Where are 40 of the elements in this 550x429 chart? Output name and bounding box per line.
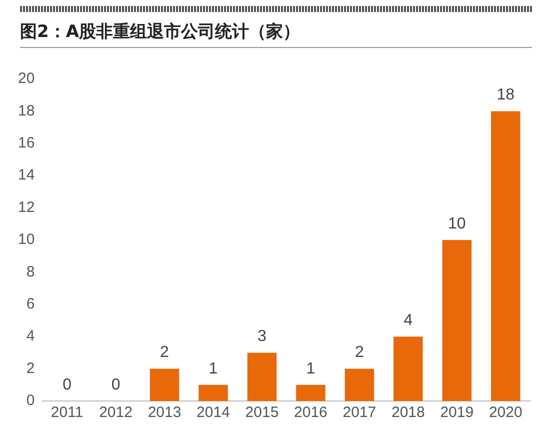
y-tick-label: 4 (26, 328, 35, 345)
y-tick-label: 16 (18, 134, 35, 152)
x-tick-label: 2016 (294, 404, 328, 422)
x-tick-label: 2015 (245, 404, 279, 422)
bar (247, 352, 277, 401)
x-tick-label: 2012 (99, 404, 132, 422)
y-tick-label: 0 (26, 392, 35, 410)
data-label: 10 (448, 215, 466, 232)
bar (344, 368, 374, 401)
y-tick-label: 10 (18, 231, 35, 248)
data-label: 0 (111, 376, 120, 394)
data-label: 1 (306, 360, 316, 378)
data-label: 2 (160, 344, 170, 362)
bar (150, 368, 180, 401)
data-label: 0 (62, 376, 72, 394)
y-tick-label: 12 (18, 198, 35, 216)
bar (198, 384, 228, 401)
x-tick-label: 2013 (148, 404, 182, 422)
data-label: 18 (496, 86, 515, 104)
y-tick-label: 20 (18, 70, 35, 88)
bar (491, 111, 520, 401)
y-tick-label: 2 (26, 360, 35, 377)
x-tick-label: 2017 (342, 404, 376, 422)
y-tick-label: 18 (18, 102, 35, 120)
data-label: 3 (258, 328, 267, 346)
data-label: 2 (354, 344, 364, 362)
bar (442, 240, 472, 401)
bar (394, 336, 423, 401)
y-tick-label: 14 (18, 166, 35, 184)
x-tick-label: 2019 (440, 404, 474, 422)
x-tick-label: 2018 (391, 404, 425, 422)
data-label: 4 (404, 312, 413, 330)
x-tick-label: 2020 (488, 404, 522, 422)
y-tick-label: 8 (26, 263, 35, 280)
x-tick-label: 2011 (50, 404, 84, 422)
data-label: 1 (208, 360, 218, 378)
x-tick-label: 2014 (196, 404, 230, 422)
chart-title: 图2：A股非重组退市公司统计（家） (20, 20, 532, 48)
bar (296, 384, 326, 401)
y-tick-label: 6 (26, 296, 35, 313)
